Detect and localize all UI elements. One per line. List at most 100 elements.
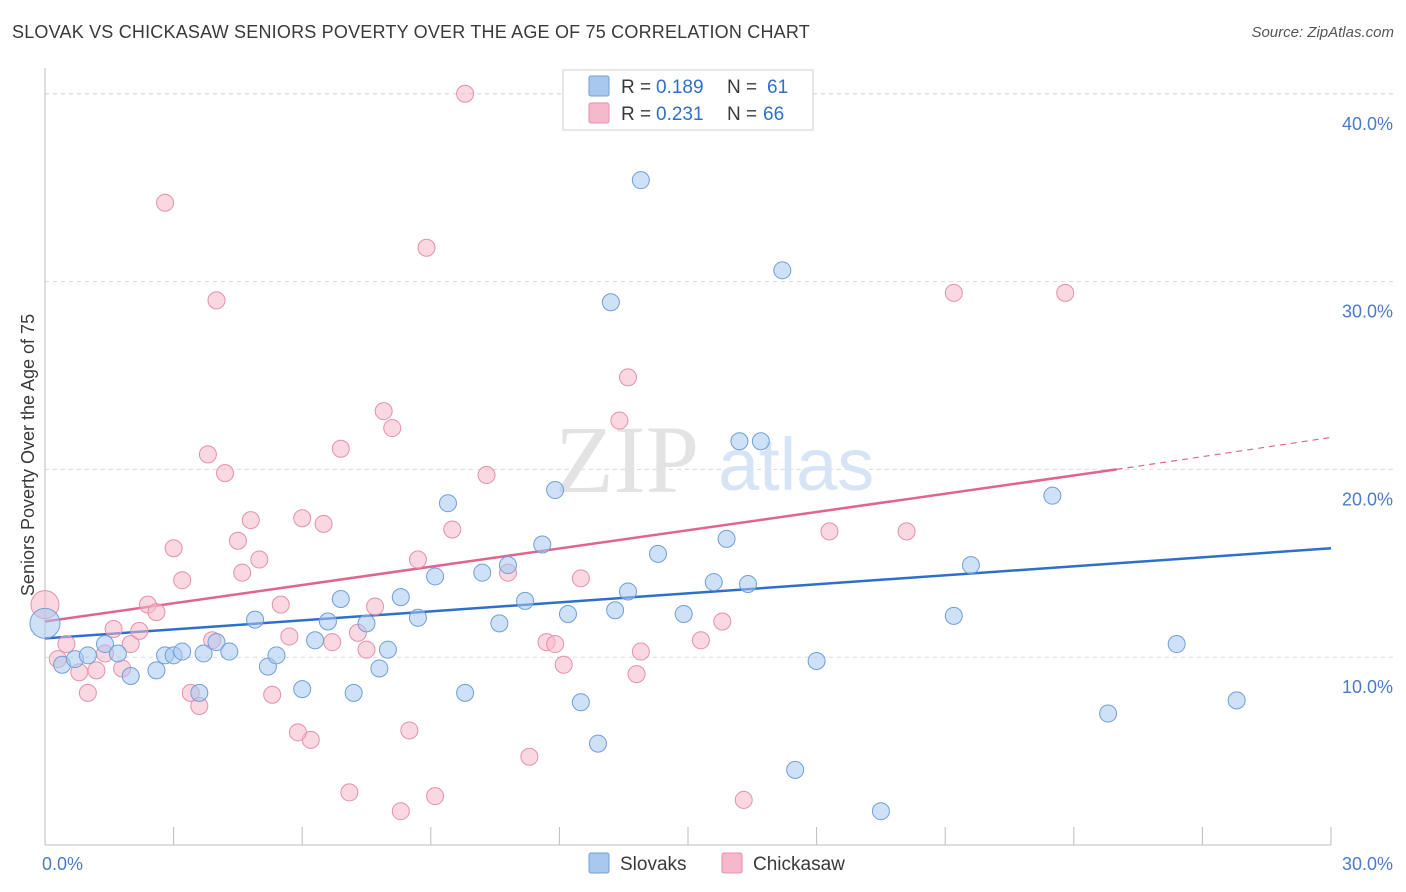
slovaks-point: [438, 494, 457, 513]
slovaks-point: [751, 432, 770, 451]
slovaks-point: [807, 651, 826, 670]
slovaks-points: [29, 171, 1246, 821]
legend-r-label-slovaks: R =: [621, 77, 651, 98]
slovaks-point: [739, 574, 758, 593]
legend-r-label-chickasaw: R =: [621, 104, 651, 125]
chickasaw-point: [520, 747, 539, 766]
chickasaw-point: [331, 439, 350, 458]
chickasaw-point: [216, 464, 235, 483]
legend-n-value-slovaks: 61: [767, 77, 788, 98]
bottom-legend-label-slovaks: Slovaks: [620, 854, 687, 875]
slovaks-point: [220, 642, 239, 661]
y-tick-label: 30.0%: [1342, 302, 1393, 322]
chickasaw-point: [417, 238, 436, 257]
slovaks-point: [516, 591, 535, 610]
bottom-legend-swatch-chickasaw: [721, 852, 743, 874]
chickasaw-point: [280, 627, 299, 646]
y-axis-label: Seniors Poverty Over the Age of 75: [18, 314, 38, 596]
chickasaw-trend-line: [44, 468, 1117, 623]
chickasaw-point: [554, 655, 573, 674]
legend-r-value-slovaks: 0.189: [656, 77, 704, 98]
slovaks-point: [331, 589, 350, 608]
chickasaw-point: [271, 595, 290, 614]
slovaks-point: [267, 646, 286, 665]
chickasaw-point: [233, 563, 252, 582]
slovaks-point: [426, 567, 445, 586]
slovaks-point: [871, 802, 890, 821]
legend-box: R = 0.189 N = 61 R = 0.231 N = 66: [562, 69, 814, 131]
chickasaw-point: [897, 522, 916, 541]
axes: [44, 68, 1332, 846]
slovaks-point: [961, 556, 980, 575]
slovaks-point: [533, 535, 552, 554]
chickasaw-trend-extension: [1116, 436, 1332, 470]
slovaks-point: [717, 529, 736, 548]
chickasaw-point: [323, 633, 342, 652]
y-tick-label: 20.0%: [1342, 489, 1393, 509]
chickasaw-point: [571, 569, 590, 588]
bottom-legend-swatch-slovaks: [588, 852, 610, 874]
chickasaw-point: [618, 368, 637, 387]
chickasaw-point: [383, 419, 402, 438]
tick-labels: 10.0% 20.0% 30.0% 40.0% 0.0% 30.0%: [42, 114, 1393, 874]
y-tick-label: 40.0%: [1342, 114, 1393, 134]
slovaks-point: [1099, 704, 1118, 723]
source-credit: Source: ZipAtlas.com: [1251, 24, 1394, 41]
legend-n-value-chickasaw: 66: [763, 104, 784, 125]
legend-swatch-chickasaw: [588, 102, 610, 124]
slovaks-point: [648, 544, 667, 563]
bottom-legend-label-chickasaw: Chickasaw: [753, 854, 845, 875]
chickasaw-point: [477, 466, 496, 485]
chickasaw-point: [820, 522, 839, 541]
slovaks-point: [173, 642, 192, 661]
chickasaw-point: [400, 721, 419, 740]
slovaks-point: [378, 640, 397, 659]
slovaks-point: [473, 563, 492, 582]
slovaks-point: [490, 614, 509, 633]
chickasaw-point: [164, 539, 183, 558]
legend-r-value-chickasaw: 0.231: [656, 104, 704, 125]
legend-n-label-slovaks: N =: [727, 77, 757, 98]
slovaks-point: [571, 693, 590, 712]
chickasaw-point: [610, 411, 629, 430]
slovaks-point: [730, 432, 749, 451]
slovaks-point: [704, 573, 723, 592]
chickasaw-point: [627, 665, 646, 684]
slovaks-point: [293, 680, 312, 699]
chickasaw-point: [156, 193, 175, 212]
chickasaw-point: [228, 531, 247, 550]
chickasaw-point: [87, 661, 106, 680]
chickasaw-point: [426, 787, 445, 806]
chickasaw-point: [944, 283, 963, 302]
chickasaw-point: [546, 635, 565, 654]
chickasaw-point: [366, 597, 385, 616]
slovaks-point: [786, 760, 805, 779]
chickasaw-point: [357, 640, 376, 659]
slovaks-point: [773, 261, 792, 280]
slovaks-point: [246, 610, 265, 629]
chickasaw-point: [241, 511, 260, 530]
chickasaw-point: [57, 635, 76, 654]
slovaks-point: [601, 293, 620, 312]
chickasaw-point: [293, 509, 312, 528]
slovaks-point: [207, 633, 226, 652]
slovaks-point: [456, 683, 475, 702]
slovaks-point: [344, 683, 363, 702]
slovaks-point: [78, 646, 97, 665]
chickasaw-point: [734, 790, 753, 809]
chickasaw-point: [1056, 283, 1075, 302]
slovaks-point: [194, 644, 213, 663]
chickasaw-point: [631, 642, 650, 661]
chickasaw-point: [314, 514, 333, 533]
legend-swatch-slovaks: [588, 75, 610, 97]
slovaks-point: [391, 588, 410, 607]
slovaks-point: [370, 659, 389, 678]
chickasaw-point: [263, 685, 282, 704]
y-tick-label: 10.0%: [1342, 677, 1393, 697]
chickasaw-point: [173, 571, 192, 590]
slovaks-point: [618, 582, 637, 601]
chickasaw-point: [456, 84, 475, 103]
chickasaw-point: [691, 631, 710, 650]
chickasaw-point: [198, 445, 217, 464]
